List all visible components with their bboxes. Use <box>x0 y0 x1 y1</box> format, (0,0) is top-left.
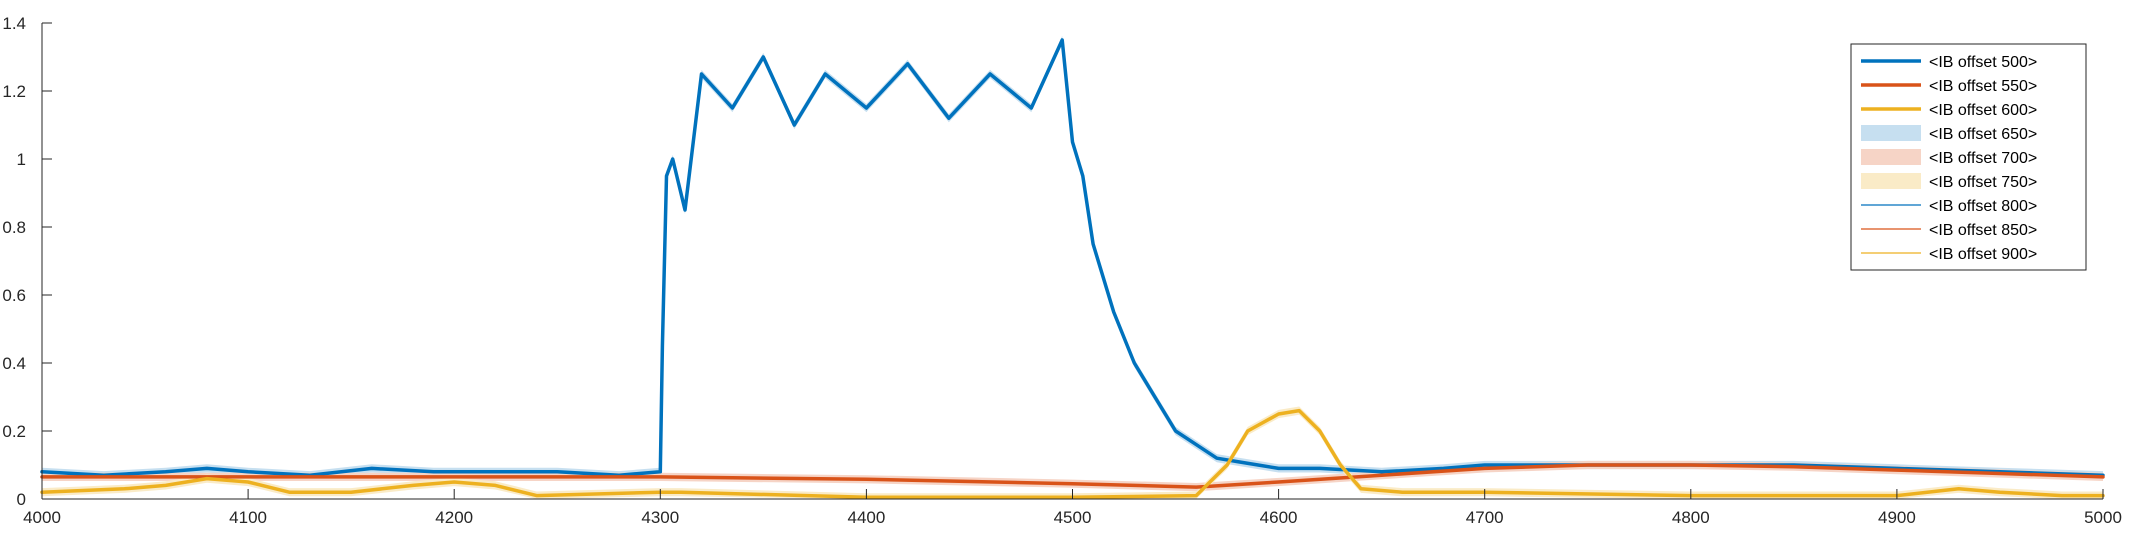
uncertainty-bands <box>42 35 2103 499</box>
legend-label: <IB offset 550> <box>1929 78 2037 95</box>
y-tick-label: 0.4 <box>2 354 26 373</box>
y-tick-label: 1.4 <box>2 14 26 33</box>
band-1 <box>42 35 2103 480</box>
legend-swatch <box>1861 125 1921 141</box>
legend-label: <IB offset 750> <box>1929 174 2037 191</box>
x-tick-label: 4200 <box>435 508 473 527</box>
x-tick-label: 4000 <box>23 508 61 527</box>
x-tick-label: 5000 <box>2084 508 2122 527</box>
legend-swatch <box>1861 173 1921 189</box>
y-tick-label: 0.8 <box>2 218 26 237</box>
y-tick-label: 0 <box>17 490 26 509</box>
legend-label: <IB offset 700> <box>1929 150 2037 167</box>
legend-label: <IB offset 600> <box>1929 102 2037 119</box>
x-tick-label: 4900 <box>1878 508 1916 527</box>
x-tick-label: 4800 <box>1672 508 1710 527</box>
x-tick-label: 4700 <box>1466 508 1504 527</box>
series-line-2 <box>40 463 2105 489</box>
x-tick-label: 4600 <box>1260 508 1298 527</box>
y-tick-label: 0.6 <box>2 286 26 305</box>
legend-label: <IB offset 650> <box>1929 126 2037 143</box>
legend-swatch <box>1861 149 1921 165</box>
legend: <IB offset 500> <IB offset 550> <IB offset… <box>1850 43 2087 271</box>
y-tick-label: 1 <box>17 150 26 169</box>
legend-label: <IB offset 900> <box>1929 246 2037 263</box>
legend-label: <IB offset 850> <box>1929 222 2037 239</box>
band-2 <box>42 460 2103 492</box>
x-tick-label: 4400 <box>847 508 885 527</box>
axes: 4000 4100 4200 4300 4400 4500 4600 4700 4800 4900… <box>2 14 2122 527</box>
series-line-1 <box>40 38 2105 477</box>
series-lines <box>40 38 2105 500</box>
y-tick-label: 0.2 <box>2 422 26 441</box>
x-tick-label: 4500 <box>1054 508 1092 527</box>
legend-label: <IB offset 500> <box>1929 54 2037 71</box>
y-tick-label: 1.2 <box>2 82 26 101</box>
x-tick-label: 4300 <box>641 508 679 527</box>
x-tick-label: 4100 <box>229 508 267 527</box>
legend-label: <IB offset 800> <box>1929 198 2037 215</box>
